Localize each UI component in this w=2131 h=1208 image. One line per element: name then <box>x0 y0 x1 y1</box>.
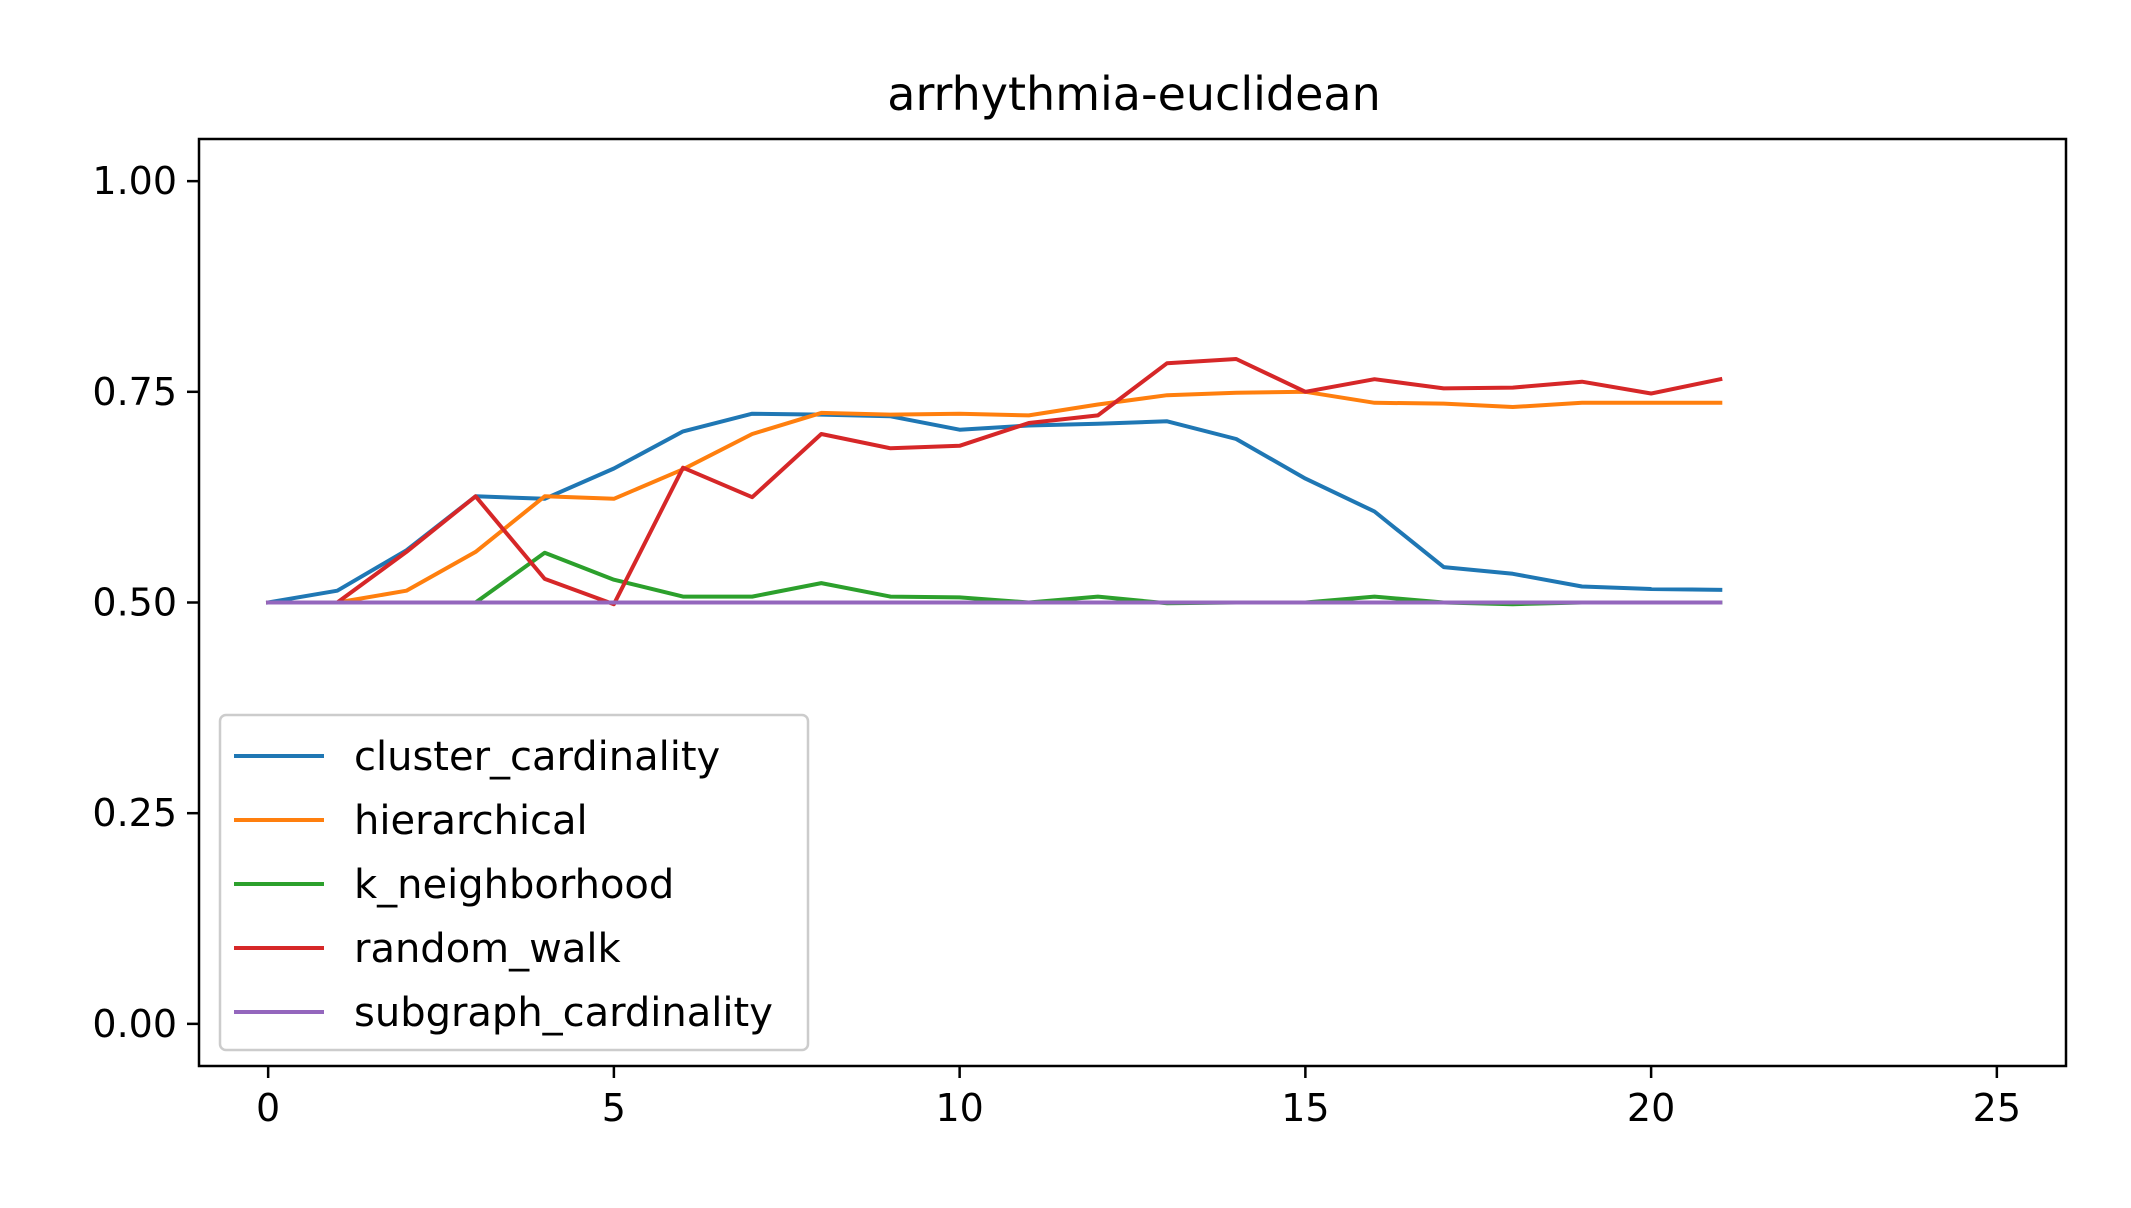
series-line-hierarchical <box>266 389 1723 605</box>
x-tick-label: 15 <box>1281 1086 1329 1130</box>
legend-frame <box>218 713 810 1052</box>
x-tick-label: 20 <box>1627 1086 1675 1130</box>
series-line-random-walk <box>266 357 1723 607</box>
series-line-cluster-cardinality <box>265 411 1723 605</box>
legend-label: hierarchical <box>354 798 588 844</box>
x-tick-label: 5 <box>602 1086 626 1130</box>
series-layer <box>265 357 1723 607</box>
legend: cluster_cardinality hierarchical k_neighbo… <box>218 713 810 1052</box>
y-tick-label: 0.75 <box>92 370 177 414</box>
x-tick-label: 0 <box>256 1086 280 1130</box>
legend-label: subgraph_cardinality <box>354 990 773 1036</box>
x-axis: 0 5 10 15 20 25 <box>256 1066 2021 1130</box>
legend-label: k_neighborhood <box>354 862 674 908</box>
y-tick-label: 1.00 <box>92 159 177 203</box>
y-tick-label: 0.25 <box>92 791 177 835</box>
y-tick-label: 0.00 <box>92 1002 177 1046</box>
legend-label: cluster_cardinality <box>354 734 720 780</box>
x-tick-label: 10 <box>935 1086 983 1130</box>
chart-title: arrhythmia-euclidean <box>887 67 1381 121</box>
y-axis: 0.00 0.25 0.50 0.75 1.00 <box>92 159 199 1046</box>
x-tick-label: 25 <box>1973 1086 2021 1130</box>
legend-label: random_walk <box>354 926 621 972</box>
y-tick-label: 0.50 <box>92 581 177 625</box>
